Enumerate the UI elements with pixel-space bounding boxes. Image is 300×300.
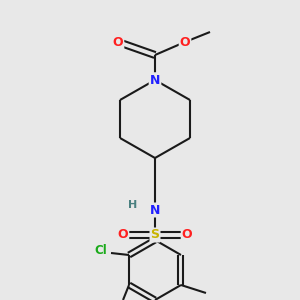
Text: N: N bbox=[150, 74, 160, 86]
Text: S: S bbox=[151, 229, 160, 242]
Text: Cl: Cl bbox=[94, 244, 107, 256]
Text: O: O bbox=[113, 35, 123, 49]
Text: H: H bbox=[128, 200, 138, 210]
Text: O: O bbox=[180, 35, 190, 49]
Text: N: N bbox=[150, 203, 160, 217]
Text: O: O bbox=[182, 229, 192, 242]
Text: O: O bbox=[118, 229, 128, 242]
Text: N: N bbox=[150, 74, 160, 86]
